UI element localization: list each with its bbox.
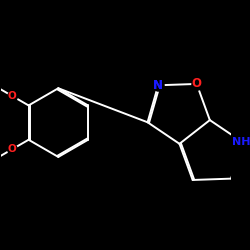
- Text: NH: NH: [232, 137, 250, 147]
- Text: O: O: [8, 91, 16, 101]
- Text: O: O: [192, 78, 202, 90]
- Text: O: O: [8, 144, 16, 154]
- Text: N: N: [153, 79, 163, 92]
- Text: N: N: [153, 79, 163, 92]
